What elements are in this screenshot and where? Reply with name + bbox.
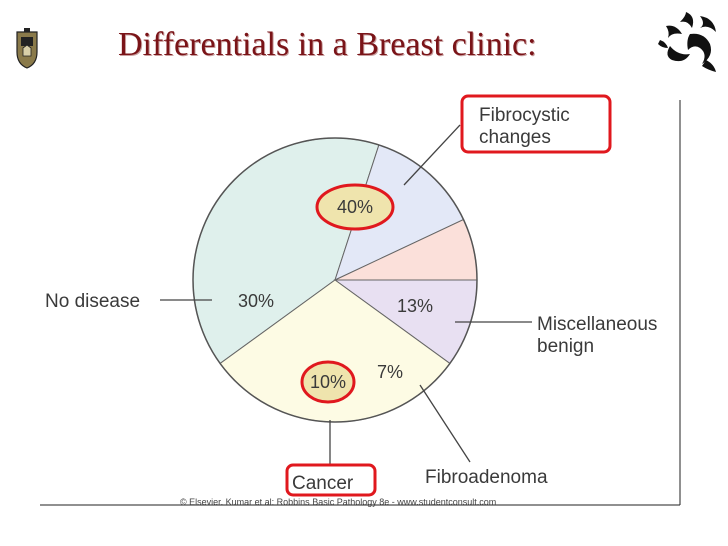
pct-label-no-disease: 30% xyxy=(238,291,274,311)
leader-line-fibrocystic xyxy=(403,124,461,186)
crest-logo-icon xyxy=(16,28,38,69)
copyright-text: © Elsevier. Kumar et al: Robbins Basic P… xyxy=(180,497,497,507)
category-label-line: Cancer xyxy=(292,473,354,494)
highlight-ring-fibrocystic xyxy=(315,183,395,231)
pct-label-cancer: 10% xyxy=(310,372,346,392)
category-label-line: Miscellaneous xyxy=(537,314,657,335)
highlight-box-fibrocystic xyxy=(460,94,612,154)
category-label-cancer: Cancer xyxy=(292,473,354,494)
leader-line-fibroadenoma xyxy=(419,384,471,463)
slide-title: Differentials in a Breast clinic: xyxy=(118,26,537,63)
category-label-line: Fibroadenoma xyxy=(425,467,548,488)
category-label-misc-benign: Miscellaneous benign xyxy=(537,314,657,357)
category-label-no-disease: No disease xyxy=(45,291,140,312)
category-label-line: changes xyxy=(479,127,551,148)
pct-label-fibrocystic: 40% xyxy=(337,197,373,217)
tribal-ornament-icon xyxy=(658,12,716,72)
category-label-fibrocystic: Fibrocystic changes xyxy=(479,105,570,148)
pie-outline xyxy=(192,137,478,423)
pct-label-misc-benign: 13% xyxy=(397,296,433,316)
highlight-box-cancer xyxy=(285,463,377,497)
category-label-line: Fibrocystic xyxy=(479,105,570,126)
category-label-line: No disease xyxy=(45,291,140,312)
pct-label-fibroadenoma: 7% xyxy=(377,362,403,382)
category-label-fibroadenoma: Fibroadenoma xyxy=(425,467,548,488)
category-label-line: benign xyxy=(537,336,594,357)
highlight-ring-cancer xyxy=(300,360,356,404)
